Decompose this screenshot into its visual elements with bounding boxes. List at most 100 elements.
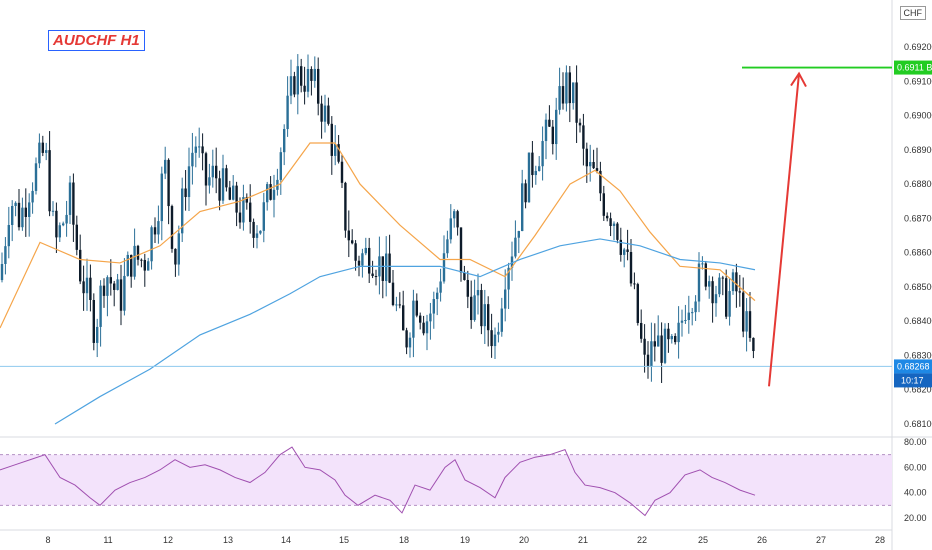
candle-body xyxy=(687,312,690,321)
time-tick-label: 26 xyxy=(757,535,767,545)
candle-body xyxy=(463,272,466,280)
candle-body xyxy=(578,122,582,126)
candle-body xyxy=(504,289,507,309)
candle-body xyxy=(742,292,745,332)
candle-body xyxy=(714,294,718,304)
candle-body xyxy=(296,66,299,95)
time-tick-label: 20 xyxy=(519,535,529,545)
ma-slow-line xyxy=(54,238,756,425)
chart-title: AUDCHF H1 xyxy=(48,30,145,51)
candle-body xyxy=(629,252,633,284)
candle-body xyxy=(694,301,697,313)
arrow-shaft xyxy=(768,73,800,387)
candle-body xyxy=(745,311,748,332)
candle-body xyxy=(238,212,242,223)
candle-body xyxy=(235,185,238,213)
candle-body xyxy=(140,259,143,261)
candle-body xyxy=(266,184,269,203)
candle-body xyxy=(395,304,398,306)
candle-body xyxy=(361,253,364,266)
candle-body xyxy=(351,240,354,244)
candle-body xyxy=(201,146,204,154)
candle-body xyxy=(561,86,565,104)
rsi-tick-label: 80.00 xyxy=(904,437,927,447)
candle-body xyxy=(232,185,235,200)
candle-body xyxy=(130,254,133,277)
candle-body xyxy=(62,223,65,226)
candle-body xyxy=(7,225,10,247)
candle-body xyxy=(391,282,395,306)
candle-body xyxy=(143,259,146,271)
candle-body xyxy=(31,190,34,203)
candle-body xyxy=(218,178,221,201)
candle-body xyxy=(75,224,78,250)
time-tick-label: 12 xyxy=(163,535,173,545)
price-tick-label: 0.69200 xyxy=(904,42,932,52)
candle-body xyxy=(568,72,571,104)
candle-body xyxy=(177,233,180,265)
candle-body xyxy=(323,105,327,122)
candle-body xyxy=(473,295,476,321)
candle-body xyxy=(38,142,41,164)
candle-body xyxy=(126,254,129,276)
ma-fast-line xyxy=(0,142,756,329)
candle-body xyxy=(470,296,473,321)
candle-body xyxy=(616,223,619,240)
rsi-tick-label: 60.00 xyxy=(904,462,927,472)
candle-body xyxy=(79,249,82,282)
candle-body xyxy=(272,189,276,200)
candle-body xyxy=(626,249,629,253)
candle-body xyxy=(17,202,21,228)
candle-body xyxy=(109,277,112,284)
candle-body xyxy=(674,336,677,343)
time-tick-label: 15 xyxy=(339,535,349,545)
candle-body xyxy=(269,184,272,200)
candle-body xyxy=(721,277,724,279)
candle-body xyxy=(466,279,469,297)
candle-body xyxy=(728,291,731,317)
candle-body xyxy=(582,125,585,149)
candle-body xyxy=(119,279,123,311)
time-tick-label: 11 xyxy=(103,535,112,545)
candle-body xyxy=(184,188,187,198)
candle-body xyxy=(684,320,687,322)
candle-body xyxy=(446,239,449,254)
candle-body xyxy=(347,230,350,241)
candle-body xyxy=(364,247,367,254)
candle-body xyxy=(500,308,503,332)
candle-body xyxy=(327,105,330,124)
candle-body xyxy=(725,278,728,317)
current-price-label: 0.68268 xyxy=(897,361,930,371)
candle-body xyxy=(89,277,92,300)
currency-badge[interactable]: CHF xyxy=(899,6,926,20)
candle-body xyxy=(381,256,384,281)
candle-body xyxy=(388,253,391,283)
candle-body xyxy=(402,305,405,331)
candle-body xyxy=(565,72,568,104)
candle-body xyxy=(92,299,95,343)
current-price-badge xyxy=(894,359,932,374)
candle-body xyxy=(738,291,741,293)
time-tick-label: 27 xyxy=(816,535,826,545)
candle-body xyxy=(164,159,167,174)
candle-body xyxy=(606,215,609,219)
candle-body xyxy=(334,144,337,156)
candle-body xyxy=(521,183,524,232)
candle-body xyxy=(510,256,514,268)
candle-body xyxy=(21,207,24,228)
candle-body xyxy=(150,227,153,262)
candle-body xyxy=(286,95,289,130)
candle-body xyxy=(153,227,157,235)
candle-body xyxy=(174,248,177,265)
candle-body xyxy=(425,321,429,334)
candle-body xyxy=(194,146,197,153)
candle-body xyxy=(548,119,551,127)
candle-body xyxy=(633,283,636,285)
candle-body xyxy=(493,334,497,347)
candle-body xyxy=(507,267,510,290)
